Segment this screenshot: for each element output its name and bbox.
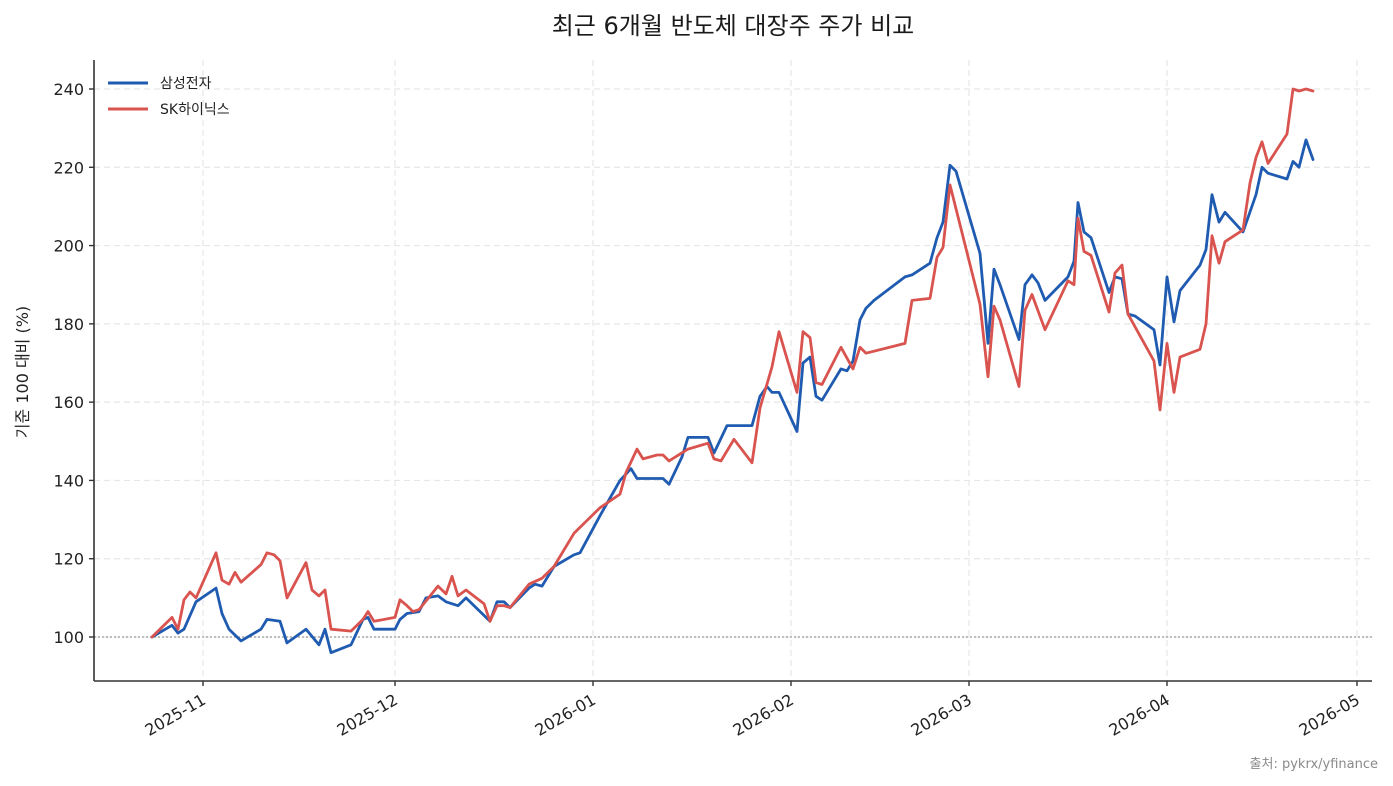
x-tick-label: 2025-12 bbox=[334, 690, 401, 740]
x-tick-label: 2026-02 bbox=[730, 690, 797, 740]
y-tick-label: 180 bbox=[53, 315, 84, 334]
legend-label: SK하이닉스 bbox=[160, 102, 230, 118]
legend-label: 삼성전자 bbox=[160, 76, 212, 92]
x-tick-label: 2026-01 bbox=[532, 690, 599, 740]
series-line-1 bbox=[150, 87, 1315, 639]
series-lines bbox=[150, 87, 1315, 655]
y-tick-label: 100 bbox=[53, 628, 84, 647]
x-tick-label: 2026-03 bbox=[908, 690, 975, 740]
source-note: 출처: pykrx/yfinance bbox=[1250, 757, 1378, 772]
legend: 삼성전자 SK하이닉스 bbox=[108, 76, 230, 118]
x-tick-label: 2026-05 bbox=[1296, 690, 1363, 740]
x-axis-ticks: 2025-11 2025-12 2026-01 2026-02 2026-03 2026-… bbox=[142, 681, 1363, 740]
y-tick-label: 240 bbox=[53, 80, 84, 99]
y-tick-label: 200 bbox=[53, 237, 84, 256]
x-tick-label: 2026-04 bbox=[1106, 690, 1173, 740]
series-line-0 bbox=[150, 138, 1315, 655]
y-axis-ticks: 100 120 140 160 180 200 220 240 bbox=[53, 80, 94, 647]
y-tick-label: 140 bbox=[53, 471, 84, 490]
x-tick-label: 2025-11 bbox=[142, 690, 209, 740]
y-tick-label: 160 bbox=[53, 393, 84, 412]
chart-title: 최근 6개월 반도체 대장주 주가 비교 bbox=[552, 12, 915, 40]
y-axis-label: 기준 100 대비 (%) bbox=[13, 306, 32, 438]
y-tick-label: 120 bbox=[53, 550, 84, 569]
y-tick-label: 220 bbox=[53, 158, 84, 177]
